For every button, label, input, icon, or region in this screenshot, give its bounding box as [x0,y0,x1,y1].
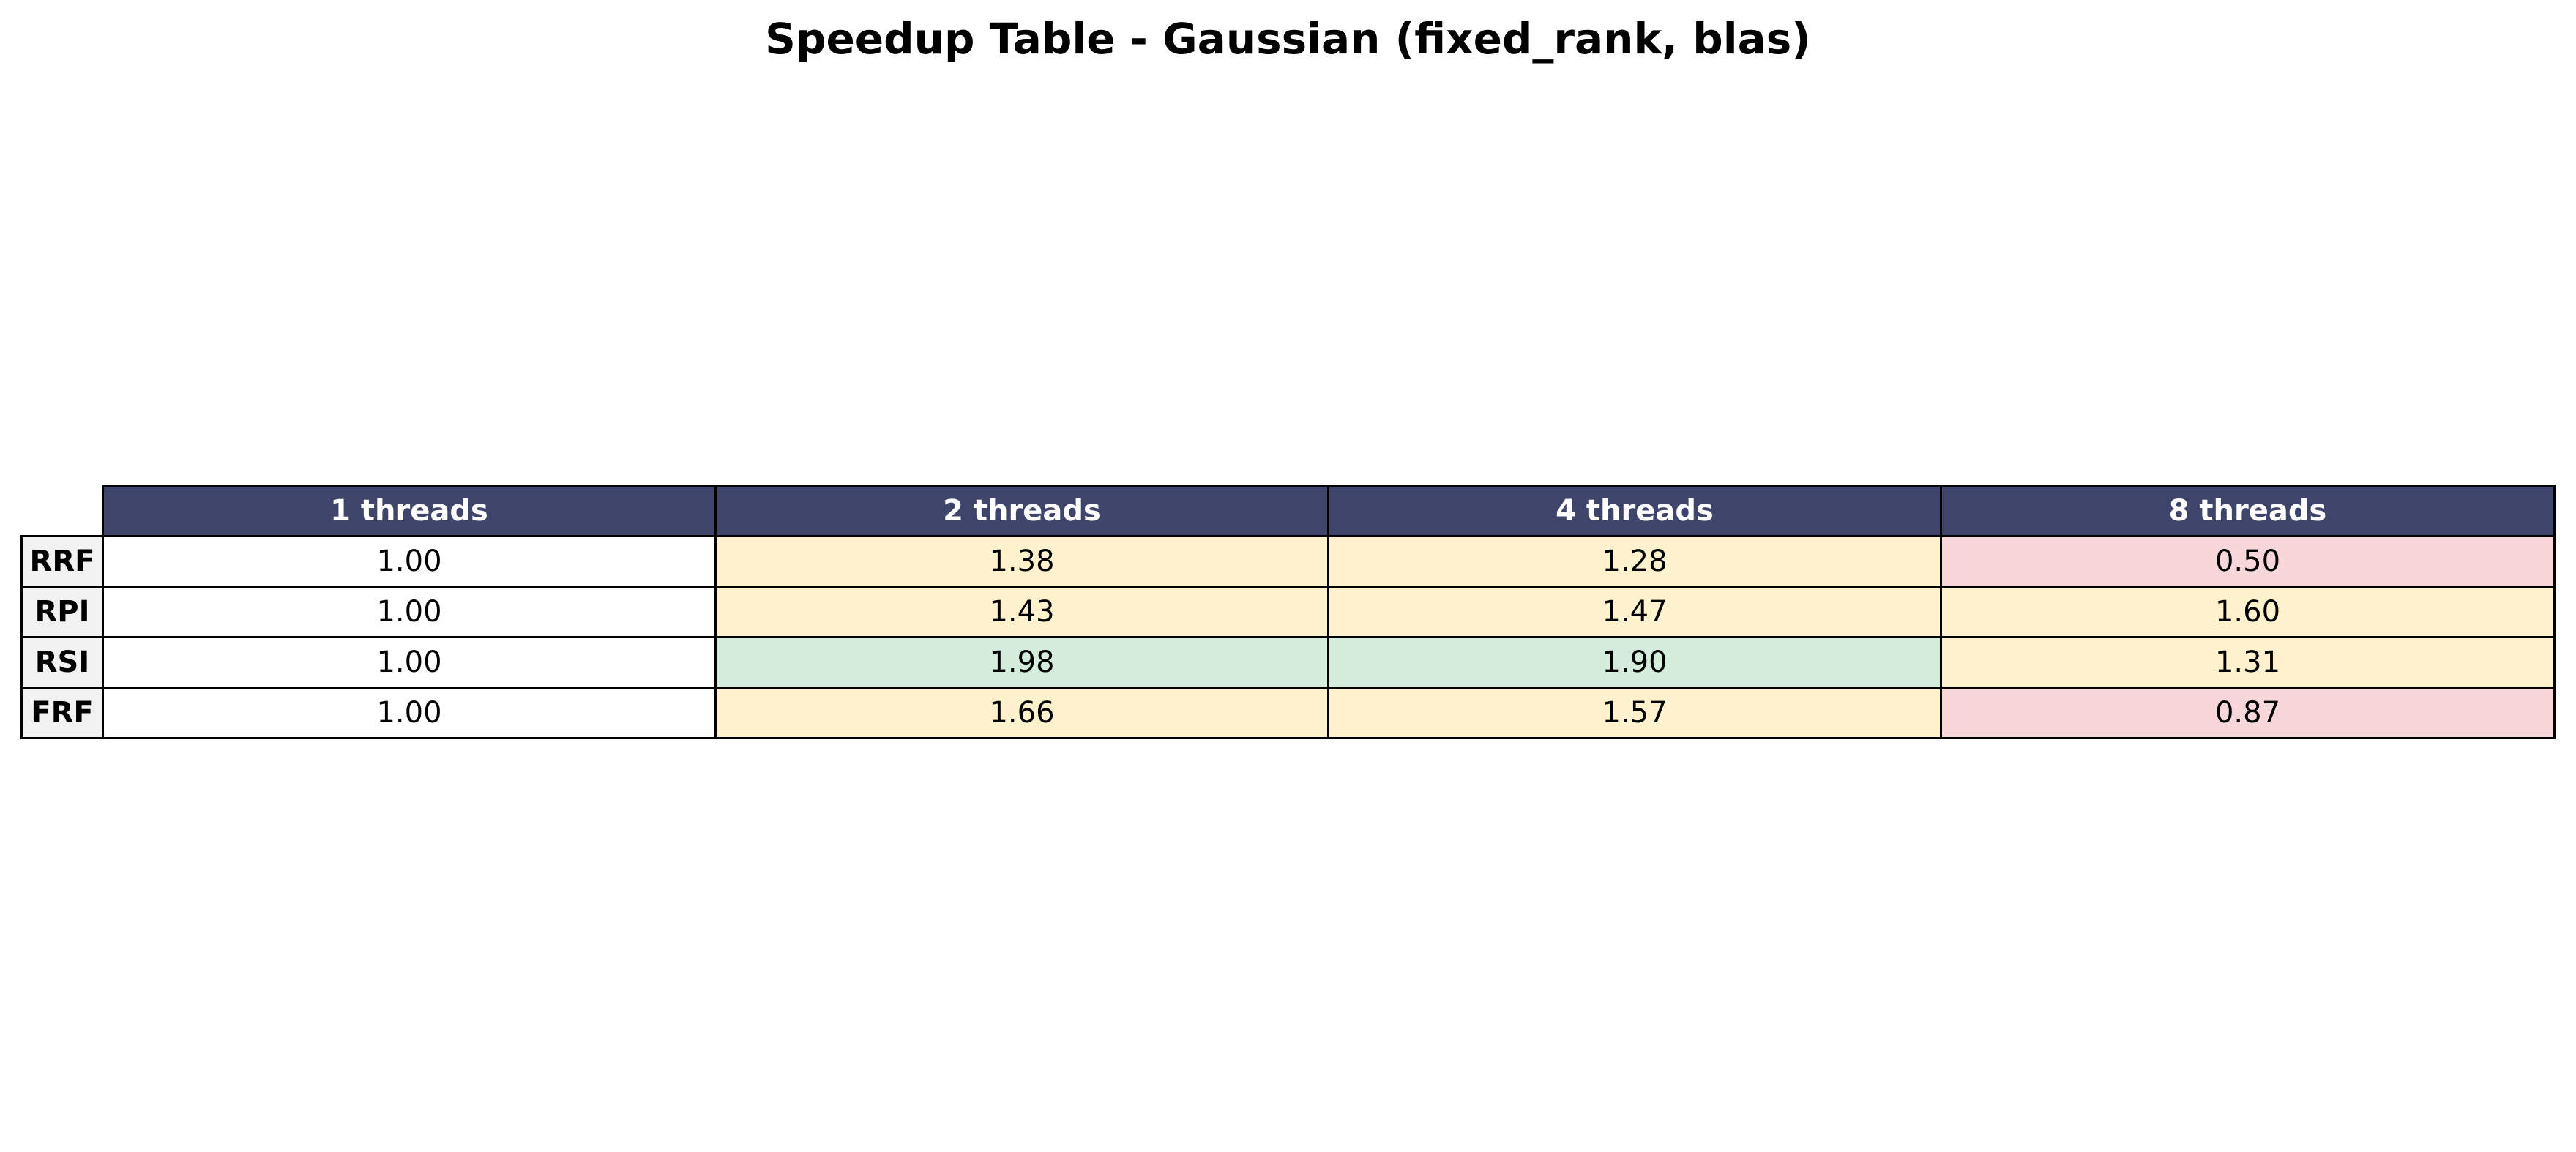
table-cell: 1.31 [1940,636,2556,689]
table-cell: 1.00 [102,687,717,739]
column-header-8-threads: 8 threads [1940,485,2556,537]
row-header-rsi: RSI [20,636,104,689]
table-cell: 1.98 [714,636,1329,689]
table-cell: 1.90 [1327,636,1942,689]
table-cell: 0.87 [1940,687,2556,739]
speedup-table: 1 threads 2 threads 4 threads 8 threads … [20,485,2556,739]
table-cell: 1.00 [102,636,717,689]
chart-title: Speedup Table - Gaussian (fixed_rank, bl… [765,14,1811,64]
table-row-frf: FRF 1.00 1.66 1.57 0.87 [20,687,2556,739]
table-cell: 1.38 [714,535,1329,588]
table-row-rsi: RSI 1.00 1.98 1.90 1.31 [20,636,2556,689]
table-row-rrf: RRF 1.00 1.38 1.28 0.50 [20,535,2556,588]
table-cell: 1.60 [1940,586,2556,638]
column-header-4-threads: 4 threads [1327,485,1942,537]
table-cell: 1.28 [1327,535,1942,588]
row-header-frf: FRF [20,687,104,739]
column-header-2-threads: 2 threads [714,485,1329,537]
table-row-rpi: RPI 1.00 1.43 1.47 1.60 [20,586,2556,638]
column-header-1-threads: 1 threads [102,485,717,537]
table-cell: 1.47 [1327,586,1942,638]
table-cell: 0.50 [1940,535,2556,588]
table-cell: 1.00 [102,586,717,638]
row-header-rrf: RRF [20,535,104,588]
row-header-rpi: RPI [20,586,104,638]
header-row: 1 threads 2 threads 4 threads 8 threads [22,485,2556,537]
table-cell: 1.57 [1327,687,1942,739]
table-cell: 1.66 [714,687,1329,739]
table-cell: 1.00 [102,535,717,588]
table-corner [22,486,103,536]
table-cell: 1.43 [714,586,1329,638]
